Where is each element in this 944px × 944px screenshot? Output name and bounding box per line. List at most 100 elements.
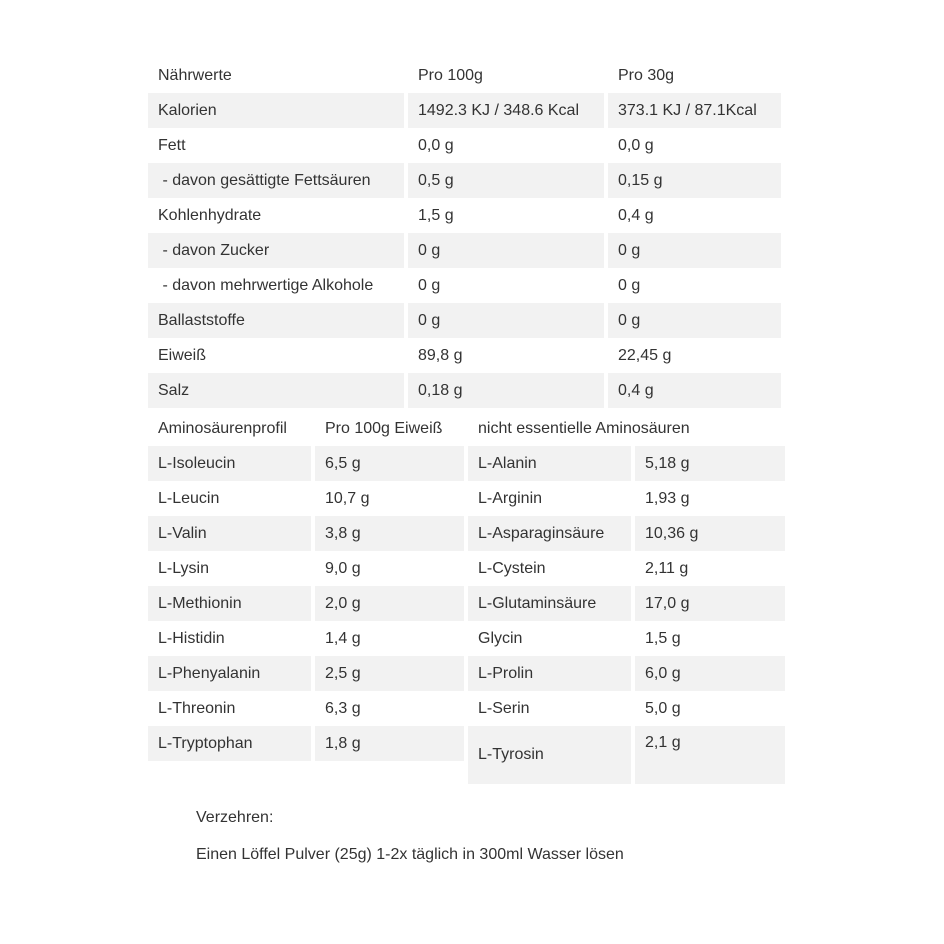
row-label: L-Histidin [158, 629, 225, 647]
row-label: - davon mehrwertige Alkohole [158, 276, 374, 294]
table-row: Eiweiß 89,8 g 22,45 g [148, 338, 781, 373]
row-label: L-Glutaminsäure [468, 586, 631, 621]
row-value: 0,0 g [618, 136, 654, 154]
row-label: Ballaststoffe [148, 303, 404, 338]
row-label: L-Alanin [468, 446, 631, 481]
row-value: 89,8 g [418, 346, 463, 364]
table-row: L-Tryptophan 1,8 g [148, 726, 464, 761]
table-row: L-Prolin 6,0 g [468, 656, 785, 691]
table-row: L-Serin 5,0 g [468, 691, 785, 726]
row-value: 22,45 g [618, 346, 672, 364]
row-label: Salz [148, 373, 404, 408]
row-label: - davon Zucker [148, 233, 404, 268]
table-row: L-Phenyalanin 2,5 g [148, 656, 464, 691]
table-header-row: nicht essentielle Aminosäuren [468, 411, 785, 446]
row-value: 17,0 g [635, 586, 785, 621]
row-label: L-Serin [478, 699, 530, 717]
row-value: 0,4 g [608, 373, 781, 408]
row-value: 0,15 g [608, 163, 781, 198]
table-row: L-Arginin 1,93 g [468, 481, 785, 516]
table-header-row: Aminosäurenprofil Pro 100g Eiweiß [148, 411, 464, 446]
row-label: L-Isoleucin [148, 446, 311, 481]
row-label: L-Phenyalanin [148, 656, 311, 691]
row-label: L-Prolin [468, 656, 631, 691]
row-value: 2,11 g [645, 559, 689, 577]
row-value: 2,1 g [635, 726, 785, 784]
table-row: - davon gesättigte Fettsäuren 0,5 g 0,15 g [148, 163, 781, 198]
row-value: 10,7 g [325, 489, 370, 507]
row-label: L-Leucin [158, 489, 220, 507]
nutrition-table: Nährwerte Pro 100g Pro 30g Kalorien 1492.3 K… [144, 58, 785, 408]
table-row: Glycin 1,5 g [468, 621, 785, 656]
row-value: 0 g [608, 303, 781, 338]
column-header: Nährwerte [158, 66, 232, 84]
row-value: 1,93 g [645, 489, 690, 507]
row-value: 1,5 g [645, 629, 681, 647]
table-row: L-Glutaminsäure 17,0 g [468, 586, 785, 621]
row-value: 0,18 g [408, 373, 604, 408]
column-header: Aminosäurenprofil [158, 419, 287, 437]
row-label: L-Tryptophan [148, 726, 311, 761]
row-value: 0 g [618, 276, 641, 294]
table-row: L-Isoleucin 6,5 g [148, 446, 464, 481]
row-label: L-Valin [148, 516, 311, 551]
table-row: Kohlenhydrate 1,5 g 0,4 g [148, 198, 781, 233]
table-row: L-Histidin 1,4 g [148, 621, 464, 656]
row-label: - davon gesättigte Fettsäuren [148, 163, 404, 198]
essential-amino-table: Aminosäurenprofil Pro 100g Eiweiß L-Isoleu… [144, 411, 468, 761]
row-value: 1,4 g [325, 629, 361, 647]
row-value: 1,8 g [315, 726, 464, 761]
table-row: Kalorien 1492.3 KJ / 348.6 Kcal 373.1 KJ /… [148, 93, 781, 128]
row-label: L-Threonin [158, 699, 236, 717]
row-value: 2,5 g [315, 656, 464, 691]
row-label: Glycin [478, 629, 523, 647]
row-label: L-Lysin [158, 559, 209, 577]
column-header: nicht essentielle Aminosäuren [478, 419, 690, 437]
table-row: L-Valin 3,8 g [148, 516, 464, 551]
table-row: L-Tyrosin 2,1 g [468, 726, 785, 784]
row-value: 373.1 KJ / 87.1Kcal [608, 93, 781, 128]
row-label: L-Methionin [148, 586, 311, 621]
row-value: 0 g [418, 276, 441, 294]
row-label: Fett [158, 136, 186, 154]
row-value: 0 g [408, 233, 604, 268]
row-value: 5,0 g [645, 699, 681, 717]
row-value: 0,5 g [408, 163, 604, 198]
table-row: Salz 0,18 g 0,4 g [148, 373, 781, 408]
row-value: 1,5 g [418, 206, 454, 224]
row-value: 10,36 g [635, 516, 785, 551]
row-value: 6,5 g [315, 446, 464, 481]
row-label: Kalorien [148, 93, 404, 128]
row-label: L-Asparaginsäure [468, 516, 631, 551]
nonessential-amino-table: nicht essentielle Aminosäuren L-Alanin 5,1… [464, 411, 789, 784]
table-row: L-Leucin 10,7 g [148, 481, 464, 516]
column-header: Pro 100g [418, 66, 483, 84]
table-row: L-Asparaginsäure 10,36 g [468, 516, 785, 551]
row-label: L-Arginin [478, 489, 543, 507]
row-value: 0,4 g [618, 206, 654, 224]
table-row: L-Cystein 2,11 g [468, 551, 785, 586]
row-value: 0 g [608, 233, 781, 268]
row-value: 6,0 g [635, 656, 785, 691]
row-value: 5,18 g [635, 446, 785, 481]
row-value: 1492.3 KJ / 348.6 Kcal [408, 93, 604, 128]
table-row: L-Lysin 9,0 g [148, 551, 464, 586]
usage-text: Einen Löffel Pulver (25g) 1-2x täglich i… [196, 846, 624, 863]
table-row: L-Methionin 2,0 g [148, 586, 464, 621]
table-row: - davon mehrwertige Alkohole 0 g 0 g [148, 268, 781, 303]
row-label: L-Tyrosin [468, 726, 631, 784]
row-label: Eiweiß [158, 346, 207, 364]
table-header-row: Nährwerte Pro 100g Pro 30g [148, 58, 781, 93]
row-label: L-Cystein [478, 559, 546, 577]
row-value: 6,3 g [325, 699, 361, 717]
row-value: 0,0 g [418, 136, 454, 154]
row-value: 2,0 g [315, 586, 464, 621]
column-header: Pro 30g [618, 66, 675, 84]
row-value: 9,0 g [325, 559, 361, 577]
column-header: Pro 100g Eiweiß [325, 419, 443, 437]
row-label: Kohlenhydrate [158, 206, 262, 224]
table-row: Fett 0,0 g 0,0 g [148, 128, 781, 163]
table-row: L-Threonin 6,3 g [148, 691, 464, 726]
